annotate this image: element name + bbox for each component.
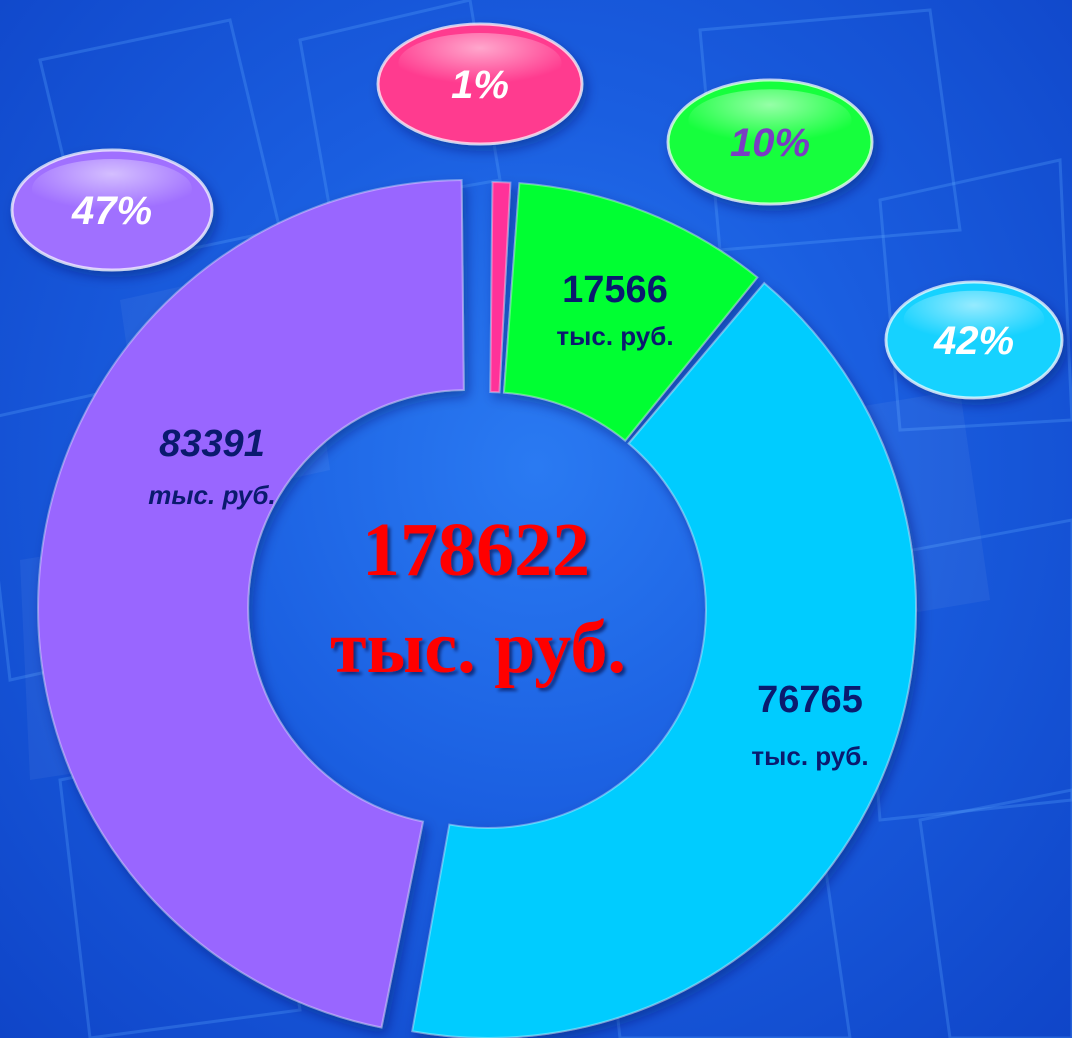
percent-bubble-slice-42pct: 42% [884, 280, 1064, 400]
percent-bubble-slice-1pct: 1% [376, 22, 584, 146]
total-unit: тыс. руб. [330, 607, 626, 689]
percent-bubble-slice-10pct: 10% [666, 78, 874, 206]
unit-label-slice-42pct: тыс. руб. [751, 741, 868, 771]
percent-label-slice-1pct: 1% [451, 63, 509, 107]
total-value: 178622 [362, 508, 590, 592]
bubble-shine-slice-42pct [903, 290, 1045, 349]
donut-slice-42pct [411, 281, 917, 1038]
unit-label-slice-47pct: тыс. руб. [148, 480, 276, 510]
donut-slice-47pct [37, 178, 465, 1029]
percent-label-slice-47pct: 47% [71, 189, 152, 233]
percent-bubble-slice-47pct: 47% [10, 148, 214, 272]
value-label-slice-10pct: 17566 [562, 269, 668, 311]
percent-label-slice-10pct: 10% [730, 121, 810, 165]
bubble-shine-slice-10pct [688, 89, 852, 152]
unit-label-slice-10pct: тыс. руб. [556, 321, 673, 351]
bubble-shine-slice-1pct [398, 33, 562, 93]
donut-center: 178622 тыс. руб. [330, 508, 626, 689]
bubble-shine-slice-47pct [32, 159, 192, 219]
value-label-slice-47pct: 83391 [159, 423, 265, 465]
donut-slice-1pct [489, 181, 512, 394]
donut-slice-10pct [502, 182, 759, 442]
value-label-slice-42pct: 76765 [757, 679, 863, 721]
percent-label-slice-42pct: 42% [933, 319, 1014, 363]
